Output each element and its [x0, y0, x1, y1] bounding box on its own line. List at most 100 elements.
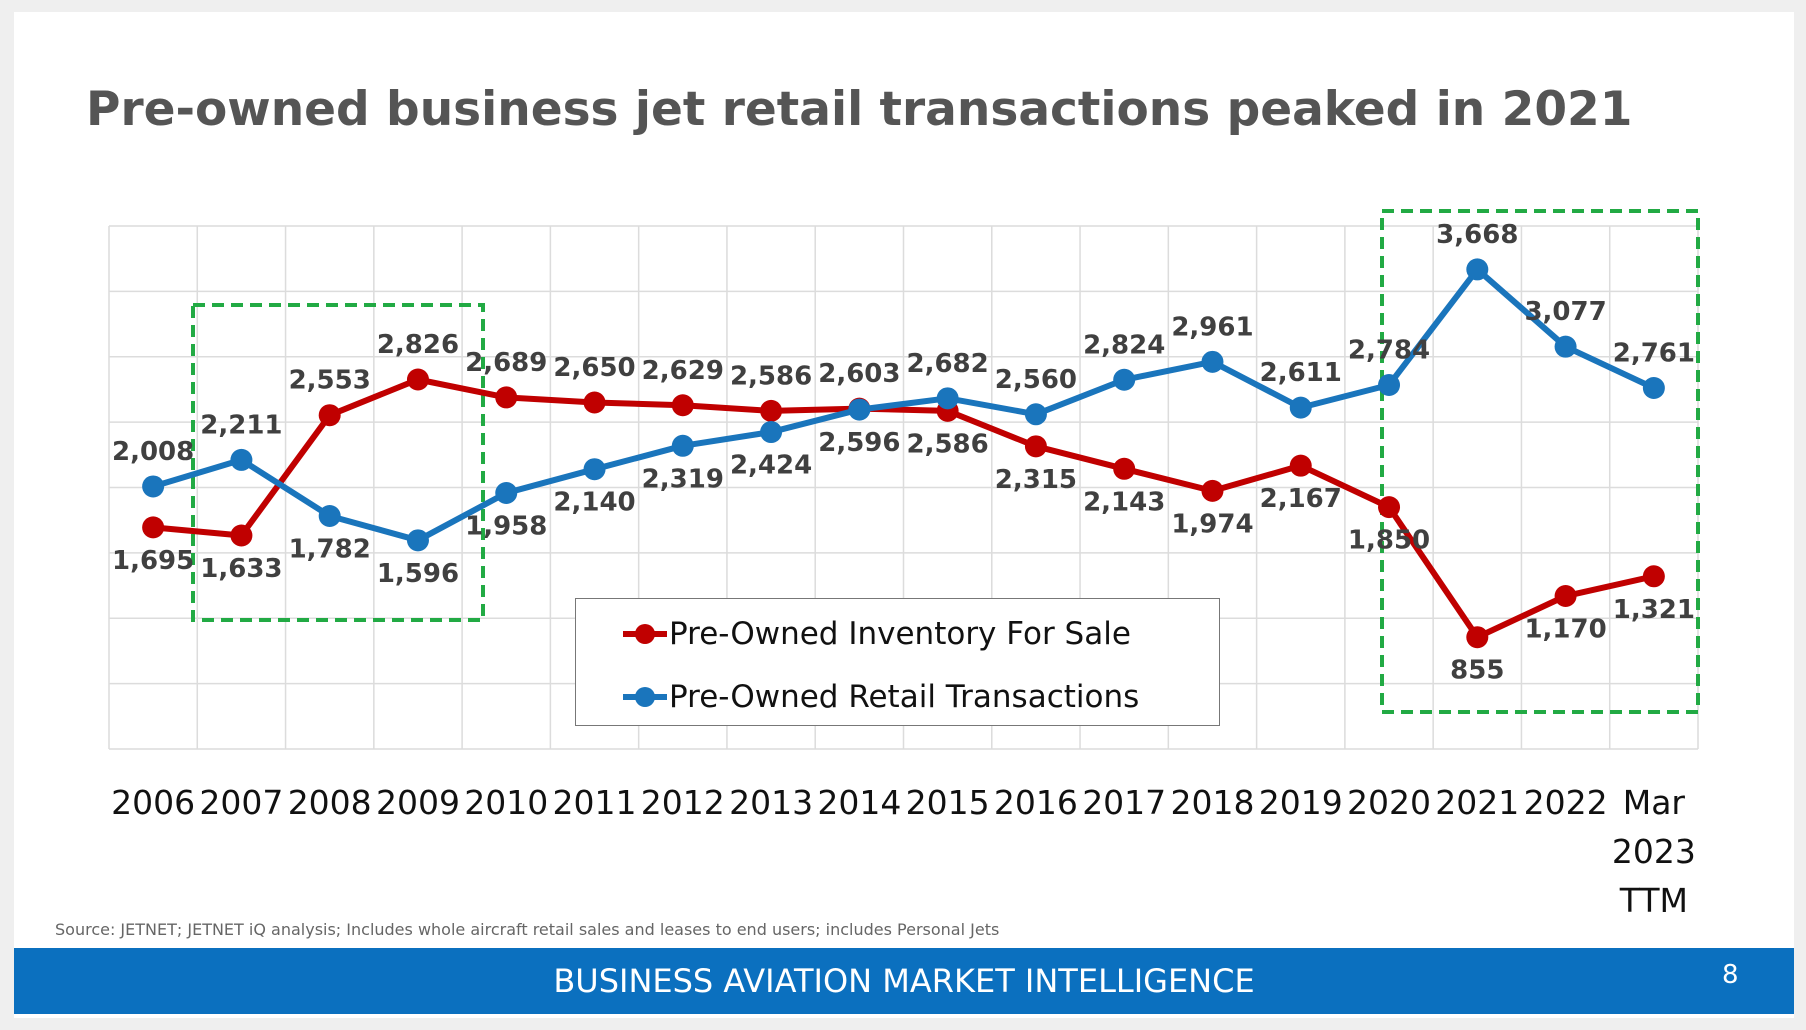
legend-label: Pre-Owned Inventory For Sale	[669, 616, 1131, 652]
data-label: 2,319	[642, 464, 724, 494]
data-label: 1,850	[1348, 526, 1430, 556]
legend-label: Pre-Owned Retail Transactions	[669, 679, 1140, 715]
x-tick-label: 2019	[1258, 783, 1343, 822]
data-point	[230, 524, 253, 547]
series-line	[152, 266, 1656, 544]
data-point	[671, 394, 694, 417]
data-point	[1289, 454, 1312, 477]
data-label: 2,167	[1260, 484, 1342, 514]
data-label: 2,961	[1171, 312, 1253, 342]
data-point	[760, 421, 783, 444]
data-label: 2,761	[1613, 338, 1695, 368]
data-point	[318, 404, 341, 427]
data-point	[760, 399, 783, 422]
legend-swatch	[623, 624, 667, 644]
data-point	[583, 391, 606, 414]
x-tick-label: 2014	[817, 783, 902, 822]
data-point	[1554, 335, 1577, 358]
data-label: 1,170	[1524, 615, 1606, 645]
data-label: 1,695	[112, 546, 194, 576]
legend-marker	[635, 687, 655, 707]
data-point	[1466, 258, 1489, 281]
data-point	[1113, 457, 1136, 480]
data-label: 2,143	[1083, 487, 1165, 517]
x-tick-label: 2021	[1435, 783, 1520, 822]
data-label: 2,315	[995, 465, 1077, 495]
legend-marker	[635, 624, 655, 644]
series-line	[152, 376, 1655, 641]
data-point	[406, 368, 429, 391]
data-label: 3,077	[1524, 297, 1606, 327]
highlight-box	[1380, 209, 1700, 714]
data-label: 1,321	[1613, 595, 1695, 625]
x-tick-label: 2018	[1170, 783, 1255, 822]
data-point	[671, 434, 694, 457]
data-point	[1201, 479, 1224, 502]
legend-item: Pre-Owned Retail Transactions	[621, 672, 1139, 722]
page-number: 8	[1722, 960, 1739, 990]
data-label: 2,603	[818, 359, 900, 389]
data-label: 2,008	[112, 437, 194, 467]
data-label: 2,424	[730, 451, 812, 481]
data-point	[142, 475, 165, 498]
data-label: 2,650	[553, 353, 635, 383]
data-point	[1554, 585, 1577, 608]
data-label: 2,586	[907, 429, 989, 459]
x-tick-label: 2020	[1347, 783, 1431, 822]
data-point	[1642, 565, 1665, 588]
chart-title: Pre-owned business jet retail transactio…	[86, 82, 1633, 137]
data-label: 1,596	[377, 559, 459, 589]
data-label: 855	[1450, 656, 1504, 686]
data-label: 2,826	[377, 330, 459, 360]
data-point	[1378, 496, 1401, 519]
highlight-box	[191, 303, 485, 622]
source-note: Source: JETNET; JETNET iQ analysis; Incl…	[55, 920, 1000, 939]
data-label: 2,824	[1083, 330, 1165, 360]
footer-banner: BUSINESS AVIATION MARKET INTELLIGENCE 8	[14, 948, 1794, 1014]
data-label: 2,211	[200, 410, 282, 440]
data-label: 1,974	[1171, 509, 1253, 539]
data-label: 2,140	[553, 488, 635, 518]
data-point	[583, 458, 606, 481]
data-label: 2,629	[642, 356, 724, 386]
data-point	[1642, 376, 1665, 399]
data-point	[1466, 626, 1489, 649]
data-point	[1024, 435, 1047, 458]
x-tick-label: 2009	[375, 783, 460, 822]
x-tick-label: 2011	[552, 783, 637, 822]
legend-swatch	[623, 687, 667, 707]
data-label: 2,784	[1348, 335, 1430, 365]
data-point	[1113, 368, 1136, 391]
x-tick-label: 2017	[1082, 783, 1167, 822]
data-point	[230, 448, 253, 471]
data-point	[1201, 350, 1224, 373]
data-point	[318, 505, 341, 528]
data-label: 1,958	[465, 511, 547, 541]
x-tick-label: 2006	[111, 783, 196, 822]
data-point	[1024, 403, 1047, 426]
data-label: 3,668	[1436, 220, 1518, 250]
data-point	[406, 529, 429, 552]
legend: Pre-Owned Inventory For Sale Pre-Owned Re…	[575, 598, 1220, 726]
x-tick-label: 2015	[905, 783, 990, 822]
data-point	[848, 398, 871, 421]
data-label: 2,689	[465, 348, 547, 378]
data-point	[495, 481, 518, 504]
data-point	[142, 516, 165, 539]
x-tick-label: 2013	[729, 783, 814, 822]
data-label: 2,682	[907, 349, 989, 379]
data-label: 2,560	[995, 365, 1077, 395]
data-label: 2,611	[1260, 358, 1342, 388]
x-tick-label: 2022	[1523, 783, 1608, 822]
data-point	[1289, 396, 1312, 419]
legend-item: Pre-Owned Inventory For Sale	[621, 609, 1131, 659]
data-point	[495, 386, 518, 409]
x-tick-label: Mar 2023 TTM	[1611, 783, 1696, 920]
footer-text: BUSINESS AVIATION MARKET INTELLIGENCE	[553, 962, 1255, 1000]
data-label: 1,633	[200, 554, 282, 584]
data-label: 2,586	[730, 361, 812, 391]
x-tick-label: 2016	[993, 783, 1078, 822]
data-label: 2,596	[818, 428, 900, 458]
